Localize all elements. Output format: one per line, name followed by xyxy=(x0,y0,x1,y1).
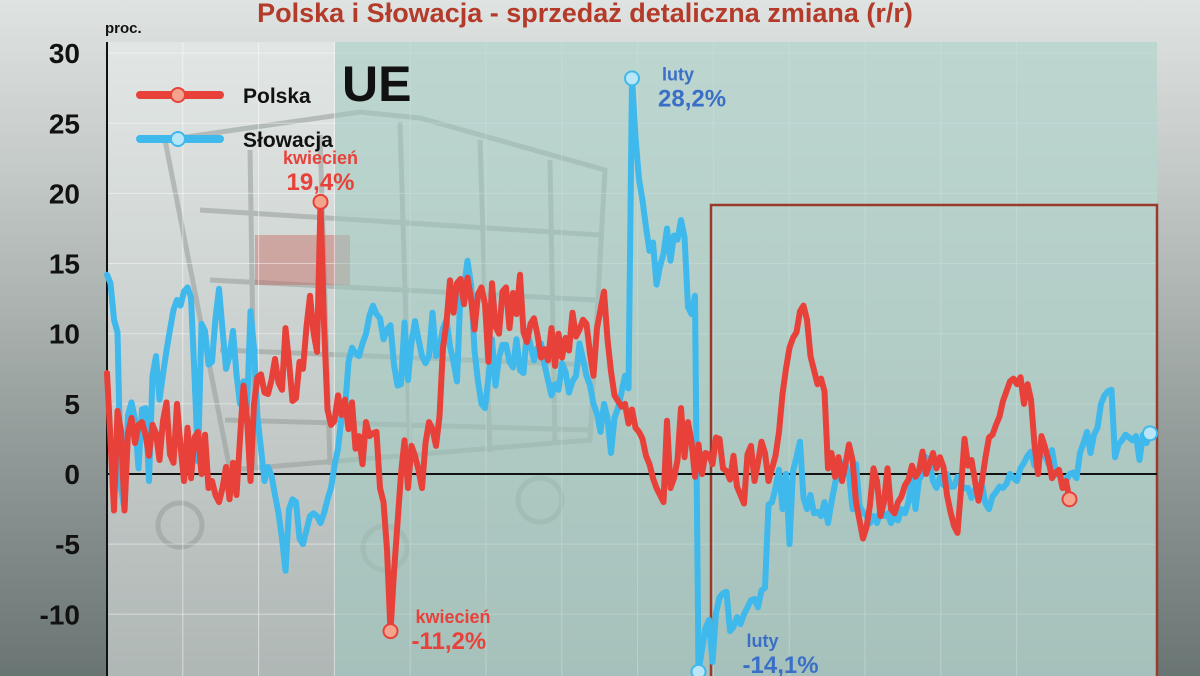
y-tick-label: 5 xyxy=(64,389,80,420)
y-axis-unit-label: proc. xyxy=(105,20,142,37)
legend: Polska Słowacja xyxy=(136,85,333,152)
marker-polska-max xyxy=(312,193,329,210)
marker-slowacja-min xyxy=(690,663,707,676)
chart-title: Polska i Słowacja - sprzedaż detaliczna … xyxy=(257,0,913,28)
legend-label-polska: Polska xyxy=(243,85,311,108)
annotation-month-label: kwiecień xyxy=(283,148,358,168)
series-line-polska xyxy=(104,198,1073,635)
y-tick-label: 10 xyxy=(49,319,80,350)
annotation-value-label: -11,2% xyxy=(412,628,487,655)
annotation-month-label: luty xyxy=(662,64,694,84)
y-tick-label: 25 xyxy=(49,108,80,139)
y-tick-label: -5 xyxy=(55,529,80,560)
y-tick-label: 30 xyxy=(49,38,80,69)
marker-slowacja-max xyxy=(624,70,640,87)
annotation-month-label: kwiecień xyxy=(416,607,491,627)
highlight-box xyxy=(709,203,1159,676)
ue-membership-band xyxy=(335,42,1157,676)
legend-marker-polska xyxy=(170,87,186,103)
annotation-value-label: -14,1% xyxy=(743,652,819,676)
annotation-value-label: 28,2% xyxy=(658,85,726,112)
marker-slowacja-last xyxy=(1142,425,1158,442)
y-tick-label: 15 xyxy=(49,249,80,280)
legend-marker-slowacja xyxy=(170,131,186,147)
marker-polska-min xyxy=(382,623,399,640)
y-tick-label: -10 xyxy=(40,599,80,630)
legend-label-slowacja: Słowacja xyxy=(243,129,333,152)
annotations: kwiecień19,4%kwiecień-11,2%luty28,2%luty… xyxy=(283,64,819,676)
annotation-value-label: 19,4% xyxy=(286,169,354,196)
marker-polska-last xyxy=(1061,491,1078,508)
y-tick-label: 20 xyxy=(49,178,80,209)
ue-region-label: UE xyxy=(342,56,411,112)
y-axis-ticks: 30 25 20 15 10 5 0 -5 -10 xyxy=(40,38,80,630)
annotation-month-label: luty xyxy=(747,631,779,651)
annotation-markers xyxy=(312,70,1158,676)
y-tick-label: 0 xyxy=(64,459,80,490)
